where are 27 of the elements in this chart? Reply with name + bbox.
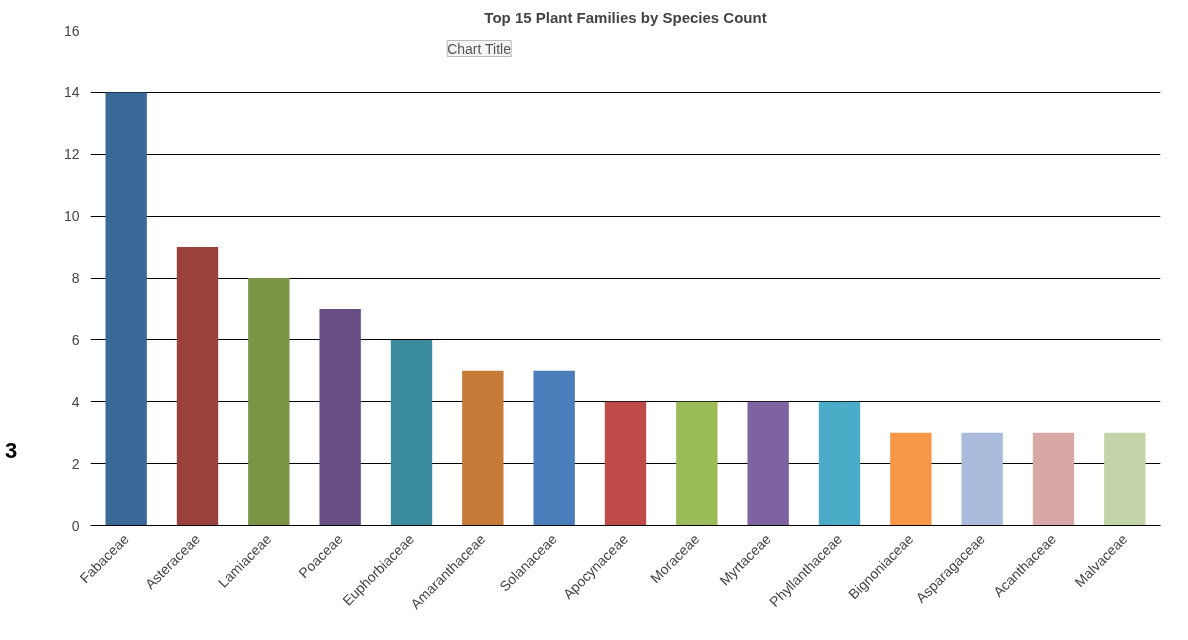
- y-tick-label: 10: [63, 208, 80, 225]
- y-tick-label: 8: [71, 270, 80, 286]
- bar: [176, 247, 219, 526]
- bar: [961, 432, 1003, 526]
- y-tick-label: 16: [63, 22, 80, 39]
- y-tick-label: 0: [71, 517, 80, 534]
- y-tick-label: 2: [71, 455, 80, 472]
- bar: [105, 92, 147, 526]
- y-tick-label: 14: [63, 84, 80, 101]
- bar: [390, 339, 433, 526]
- y-tick-label: 6: [71, 331, 80, 348]
- bar: [462, 370, 504, 526]
- y-tick-label: 12: [63, 146, 80, 163]
- bar: [533, 370, 575, 526]
- bar: [818, 401, 861, 526]
- bar: [604, 401, 647, 526]
- chart-title: Top 15 Plant Families by Species Count: [484, 8, 767, 26]
- bar: [676, 401, 718, 526]
- text: 3: [5, 437, 18, 465]
- bar: [890, 432, 932, 526]
- bar: [747, 401, 789, 526]
- annotation: Chart Title: [447, 40, 512, 57]
- bar: [248, 278, 290, 526]
- bar: [1104, 432, 1146, 526]
- y-tick-label: 4: [71, 393, 80, 410]
- bar: [1032, 432, 1075, 526]
- bar: [319, 308, 361, 526]
